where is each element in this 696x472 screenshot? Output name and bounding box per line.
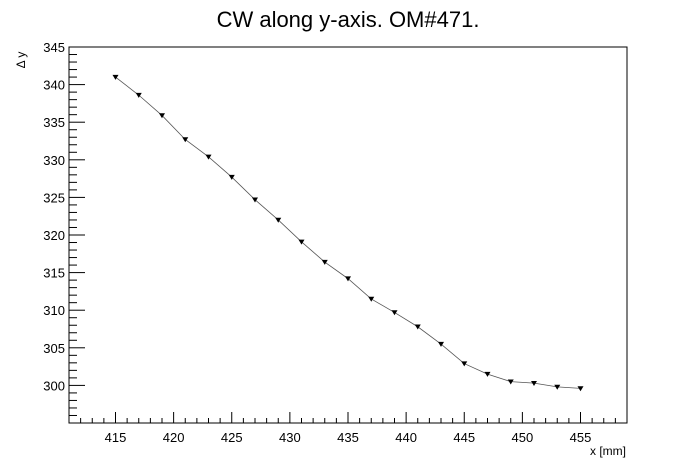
- x-tick-label: 450: [512, 430, 534, 445]
- x-tick-label: 435: [337, 430, 359, 445]
- data-point: [507, 379, 514, 385]
- data-point: [577, 386, 584, 392]
- data-point: [461, 361, 468, 367]
- plot-frame: [68, 46, 628, 424]
- x-tick-label: 445: [453, 430, 475, 445]
- series-layer: [112, 74, 584, 392]
- y-tick-label: 300: [43, 378, 65, 393]
- data-point: [321, 259, 328, 265]
- data-point: [298, 239, 305, 245]
- data-point: [438, 341, 444, 347]
- series-line: [115, 76, 581, 389]
- data-point: [414, 324, 421, 330]
- data-point: [531, 380, 537, 386]
- data-point: [391, 310, 398, 316]
- y-tick-label: 345: [43, 40, 65, 55]
- data-point: [205, 154, 212, 160]
- data-point: [275, 217, 282, 223]
- data-point: [135, 92, 142, 98]
- x-tick-label: 425: [221, 430, 243, 445]
- x-tick-label: 420: [163, 430, 185, 445]
- data-point: [228, 174, 235, 180]
- x-tick-label: 430: [279, 430, 301, 445]
- x-tick-label: 455: [570, 430, 592, 445]
- data-point: [554, 384, 561, 390]
- axes: 415 420 425 430 435 440 445 450 455 300 305 310 315 3…: [43, 40, 628, 445]
- y-tick-label: 310: [43, 303, 65, 318]
- data-point: [368, 296, 375, 302]
- data-point: [252, 197, 258, 203]
- data-point: [159, 113, 165, 119]
- y-axis-label: Δ y: [14, 52, 28, 69]
- x-tick-label: 415: [105, 430, 127, 445]
- data-point: [484, 371, 491, 377]
- x-axis-label: x [mm]: [590, 444, 626, 458]
- data-point: [182, 137, 189, 143]
- chart-title: CW along y-axis. OM#471.: [217, 7, 480, 32]
- y-tick-label: 335: [43, 115, 65, 130]
- y-tick-label: 325: [43, 190, 65, 205]
- data-point: [345, 276, 351, 282]
- x-tick-label: 440: [395, 430, 417, 445]
- data-point: [112, 74, 119, 80]
- y-tick-label: 320: [43, 228, 65, 243]
- y-tick-label: 340: [43, 78, 65, 93]
- y-tick-label: 315: [43, 266, 65, 281]
- y-tick-label: 305: [43, 341, 65, 356]
- y-tick-label: 330: [43, 153, 65, 168]
